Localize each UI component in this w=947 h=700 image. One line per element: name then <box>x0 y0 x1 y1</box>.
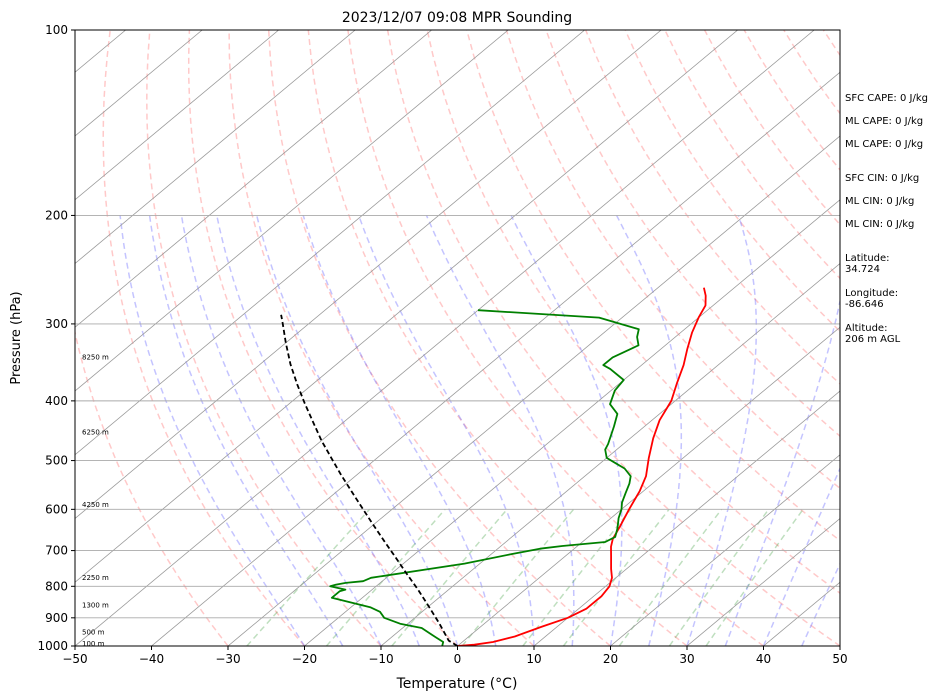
sfc-cin-text: SFC CIN: 0 J/kg <box>845 173 920 184</box>
mixing-ratio-line <box>391 508 508 646</box>
isotherm-line <box>75 30 279 201</box>
sfc-cape-text: SFC CAPE: 0 J/kg <box>845 93 928 104</box>
y-tick-label: 1000 <box>37 639 68 653</box>
isotherm-line <box>0 30 49 646</box>
moist-adiabat-line <box>762 466 840 646</box>
isotherm-line <box>610 454 840 646</box>
dry-adiabat-line <box>347 30 764 646</box>
ml-cin-text-2: ML CIN: 0 J/kg <box>845 219 915 230</box>
dry-adiabat-line <box>146 30 382 646</box>
x-tick-label: 40 <box>756 652 771 666</box>
longitude-text: Longitude: -86.646 <box>845 288 899 310</box>
axes: 8250 m 6250 m 4250 m 2250 m 1300 m 500 m 100 m… <box>37 23 847 666</box>
dry-adiabat-line <box>102 30 306 646</box>
mixing-ratio-line <box>246 508 371 646</box>
x-tick-label: 20 <box>603 652 618 666</box>
x-axis-label: Temperature (°C) <box>396 676 518 692</box>
isotherm-line <box>75 30 509 392</box>
dry-adiabat-line <box>466 30 840 542</box>
height-label: 4250 m <box>82 501 109 509</box>
height-label: 6250 m <box>82 428 109 436</box>
latitude-text: Latitude: 34.724 <box>845 253 890 275</box>
isotherm-line <box>75 30 815 646</box>
series-line-1 <box>329 309 640 646</box>
isotherm-line <box>75 30 585 456</box>
isotherm-line <box>75 30 203 137</box>
height-label: 1300 m <box>82 602 109 610</box>
y-tick-label: 700 <box>45 544 68 558</box>
altitude-text: Altitude: 206 m AGL <box>845 323 901 345</box>
y-axis-label: Pressure (hPa) <box>9 291 24 384</box>
x-tick-label: 10 <box>526 652 541 666</box>
isotherm-line <box>380 262 840 646</box>
y-tick-label: 500 <box>45 454 68 468</box>
x-tick-label: 30 <box>679 652 694 666</box>
x-tick-label: −20 <box>292 652 317 666</box>
moist-adiabat-line <box>425 215 575 646</box>
isotherm-line <box>457 326 840 646</box>
dry-adiabat-line <box>426 30 840 595</box>
chart-title: 2023/12/07 09:08 MPR Sounding <box>342 10 572 26</box>
x-tick-label: −40 <box>139 652 164 666</box>
dry-adiabat-line <box>386 30 840 646</box>
height-label: 500 m <box>82 628 105 636</box>
y-tick-label: 800 <box>45 579 68 593</box>
moist-adiabat-line <box>615 215 683 646</box>
height-label: 8250 m <box>82 353 109 361</box>
isotherm-line <box>304 199 840 646</box>
isotherm-line <box>533 390 840 646</box>
isotherm-line <box>75 30 356 265</box>
y-tick-label: 200 <box>45 208 68 222</box>
ml-cape-text-1: ML CAPE: 0 J/kg <box>845 116 924 127</box>
moist-adiabat-line <box>801 562 840 646</box>
x-tick-label: −30 <box>215 652 240 666</box>
height-label: 100 m <box>82 640 105 648</box>
dry-adiabat-line <box>187 30 459 646</box>
x-tick-label: 0 <box>454 652 462 666</box>
moist-adiabat-line <box>216 215 420 646</box>
moist-adiabat-line <box>510 215 623 646</box>
height-label: 2250 m <box>82 574 109 582</box>
y-tick-label: 100 <box>45 23 68 37</box>
isotherm-line <box>75 30 662 520</box>
ml-cin-text-1: ML CIN: 0 J/kg <box>845 196 915 207</box>
series-line-2 <box>280 314 458 646</box>
isotherm-line <box>75 30 432 328</box>
dry-adiabat-line <box>307 30 688 646</box>
isotherm-line <box>75 30 738 583</box>
y-tick-label: 300 <box>45 317 68 331</box>
series-line-0 <box>457 287 707 646</box>
y-tick-label: 900 <box>45 611 68 625</box>
y-tick-label: 600 <box>45 502 68 516</box>
mixing-ratio-line <box>325 508 446 646</box>
dry-adiabat-line <box>505 30 840 490</box>
moist-adiabat-line <box>119 215 306 646</box>
isotherm-line <box>151 71 840 646</box>
dry-adiabat-line <box>228 30 535 646</box>
dry-adiabat-line <box>267 30 611 646</box>
plot-frame <box>74 29 841 647</box>
moist-adiabat-line <box>180 215 382 646</box>
x-tick-label: −10 <box>368 652 393 666</box>
dry-adiabat-line <box>75 329 229 646</box>
background-lines <box>0 30 947 646</box>
moist-adiabat-line <box>148 215 344 646</box>
ml-cape-text-2: ML CAPE: 0 J/kg <box>845 139 924 150</box>
mixing-ratio-line <box>461 508 575 646</box>
isotherm-line <box>227 135 840 646</box>
isotherm-line <box>686 517 840 646</box>
y-tick-label: 400 <box>45 394 68 408</box>
sounding-traces <box>280 287 707 646</box>
x-tick-label: −50 <box>62 652 87 666</box>
x-tick-label: 50 <box>832 652 847 666</box>
moist-adiabat-line <box>686 215 758 646</box>
dry-adiabat-line <box>942 30 947 646</box>
